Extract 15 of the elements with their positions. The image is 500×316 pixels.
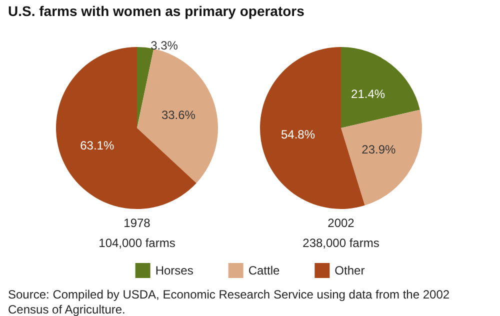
source-note: Source: Compiled by USDA, Economic Research Service using data from the 2002 Census of Agriculture. bbox=[8, 288, 453, 316]
chart-title: U.S. farms with women as primary operators bbox=[8, 3, 305, 19]
legend-label: Other bbox=[334, 264, 365, 278]
data-label: 3.3% bbox=[150, 38, 178, 52]
data-label: 54.8% bbox=[280, 127, 316, 142]
legend-label: Cattle bbox=[248, 264, 280, 278]
data-label: 63.1% bbox=[80, 138, 114, 152]
text: 104,000 farms bbox=[98, 236, 176, 250]
text: 238,000 farms bbox=[302, 236, 380, 250]
data-label: 21.4% bbox=[351, 86, 386, 101]
slice-label: 2002 bbox=[328, 216, 355, 230]
legend-label: Horses bbox=[155, 264, 194, 278]
data-label: 33.6% bbox=[161, 108, 196, 122]
slice-label: 1978 bbox=[124, 216, 151, 230]
data-label: 23.9% bbox=[362, 142, 396, 157]
